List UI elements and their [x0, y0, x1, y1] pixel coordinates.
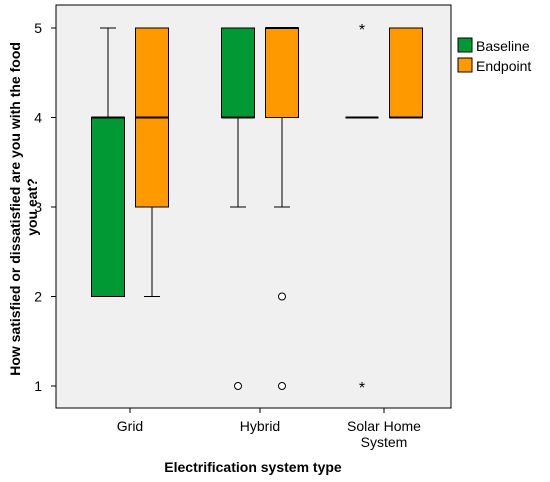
outlier-point: [278, 292, 286, 301]
box-iqr: [91, 117, 125, 297]
box-endpoint-2: [389, 27, 423, 119]
outlier-point: [278, 382, 286, 390]
box-iqr: [389, 27, 423, 118]
box-iqr: [221, 27, 255, 118]
x-tick-label-line: System: [361, 434, 408, 450]
box-iqr: [265, 27, 299, 118]
x-axis-title: Electrification system type: [164, 459, 342, 475]
y-tick-label-1: 1: [34, 378, 42, 394]
box-endpoint-1: [265, 27, 299, 390]
legend-swatch-baseline: [457, 37, 473, 53]
box-baseline-2: **: [345, 22, 379, 397]
y-tick-label-5: 5: [34, 20, 42, 36]
x-tick-label-1: Hybrid: [240, 418, 280, 434]
box-endpoint-0: [135, 27, 169, 297]
x-tick-label-2: Solar Home System: [347, 418, 421, 450]
y-axis-title-line-2: you eat?: [24, 178, 40, 236]
box-baseline-1: [221, 27, 255, 390]
legend-label-endpoint: Endpoint: [476, 58, 531, 74]
extreme-point: *: [359, 380, 365, 397]
x-tick-label-line: Hybrid: [240, 418, 280, 434]
legend-swatch-endpoint: [457, 57, 473, 73]
y-tick-label-2: 2: [34, 289, 42, 305]
y-axis-title: How satisfied or dissatisfied are you wi…: [7, 38, 40, 376]
outlier-point: [234, 382, 242, 390]
x-tick-label-0: Grid: [117, 418, 143, 434]
x-axis: Grid Hybrid Solar Home System: [117, 408, 421, 450]
x-tick-label-line: Grid: [117, 418, 143, 434]
extreme-point: *: [359, 22, 365, 39]
y-axis-title-line-1: How satisfied or dissatisfied are you wi…: [7, 42, 23, 376]
boxes-layer: **: [91, 22, 423, 397]
y-tick-label-4: 4: [34, 110, 42, 126]
box-baseline-0: [91, 27, 125, 297]
y-tick-label-3: 3: [34, 199, 42, 215]
y-axis: 1 2 3 4 5: [34, 20, 56, 394]
x-tick-label-line: Solar Home: [347, 418, 421, 434]
legend-label-baseline: Baseline: [476, 38, 530, 54]
legend: Baseline Endpoint: [457, 37, 531, 74]
